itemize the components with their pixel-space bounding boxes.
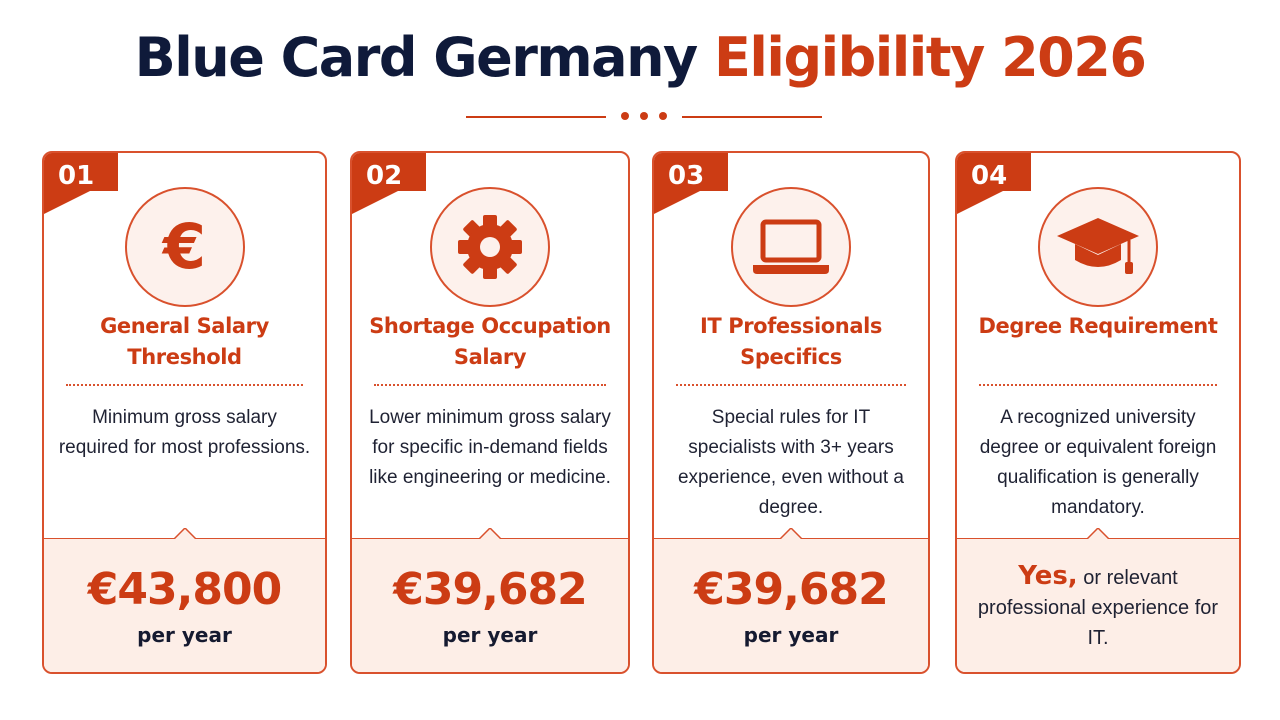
divider-line-left xyxy=(466,116,606,118)
salary-amount: €39,682 xyxy=(694,564,888,615)
panel-notch xyxy=(172,528,197,540)
card-title: Degree Requirement xyxy=(978,314,1218,338)
card-description: A recognized university degree or equiva… xyxy=(979,407,1217,518)
card-title: Shortage Occupation Salary xyxy=(369,314,611,369)
divider-dot xyxy=(640,112,648,120)
card-general-salary: 01 € General Salary Threshold Minimum gr… xyxy=(42,151,327,674)
card-number: 01 xyxy=(58,161,95,191)
salary-period: per year xyxy=(442,623,538,647)
icon-circle xyxy=(1038,187,1158,307)
card-description: Lower minimum gross salary for specific … xyxy=(369,407,611,488)
panel-notch xyxy=(478,528,502,540)
answer-yes: Yes, xyxy=(1018,561,1078,591)
salary-period: per year xyxy=(137,623,232,647)
divider-dots xyxy=(621,112,667,122)
card-number-badge: 04 xyxy=(957,153,1031,215)
card-degree-requirement: 04 Degree Requirement A recognized unive… xyxy=(955,151,1241,674)
card-number: 04 xyxy=(971,161,1008,191)
panel-notch xyxy=(779,528,803,540)
dotted-separator xyxy=(676,384,906,386)
salary-amount: €43,800 xyxy=(87,564,282,615)
card-value-panel: €39,682 per year xyxy=(654,528,928,672)
card-title: IT Professionals Specifics xyxy=(699,314,883,369)
page-title: Blue Card Germany Eligibility 2026 xyxy=(0,26,1280,89)
graduation-cap-icon xyxy=(1057,218,1139,274)
card-description: Minimum gross salary required for most p… xyxy=(58,407,311,458)
card-number-badge: 01 xyxy=(44,153,118,215)
card-value-panel: €43,800 per year xyxy=(44,528,325,672)
laptop-icon xyxy=(753,219,829,274)
title-main: Blue Card Germany xyxy=(134,26,699,89)
title-divider xyxy=(466,110,822,124)
card-title: General Salary Threshold xyxy=(100,314,269,369)
divider-dot xyxy=(621,112,629,120)
icon-circle: € xyxy=(124,187,245,307)
divider-line-right xyxy=(682,116,822,118)
title-accent: Eligibility 2026 xyxy=(714,26,1147,89)
icon-circle xyxy=(731,187,851,307)
answer-detail: or relevant professional experience for … xyxy=(977,567,1219,649)
dotted-separator xyxy=(66,384,303,386)
card-number-badge: 03 xyxy=(654,153,728,215)
icon-circle xyxy=(430,187,550,307)
card-shortage-occupation: 02 Shortage Occupation Salary Lower mini… xyxy=(350,151,630,674)
card-number: 02 xyxy=(366,161,403,191)
card-description: Special rules for IT specialists with 3+… xyxy=(677,407,905,518)
salary-amount: €39,682 xyxy=(393,564,587,615)
divider-dot xyxy=(659,112,667,120)
euro-icon: € xyxy=(162,210,207,283)
gear-icon xyxy=(458,215,522,279)
dotted-separator xyxy=(979,384,1217,386)
card-it-professionals: 03 IT Professionals Specifics Special ru… xyxy=(652,151,930,674)
card-number-badge: 02 xyxy=(352,153,426,215)
panel-notch xyxy=(1086,528,1110,540)
degree-answer: Yes, or relevant professional experience… xyxy=(967,561,1229,653)
card-value-panel: Yes, or relevant professional experience… xyxy=(957,528,1239,672)
card-value-panel: €39,682 per year xyxy=(352,528,628,672)
dotted-separator xyxy=(374,384,606,386)
salary-period: per year xyxy=(743,623,839,647)
card-number: 03 xyxy=(668,161,705,191)
